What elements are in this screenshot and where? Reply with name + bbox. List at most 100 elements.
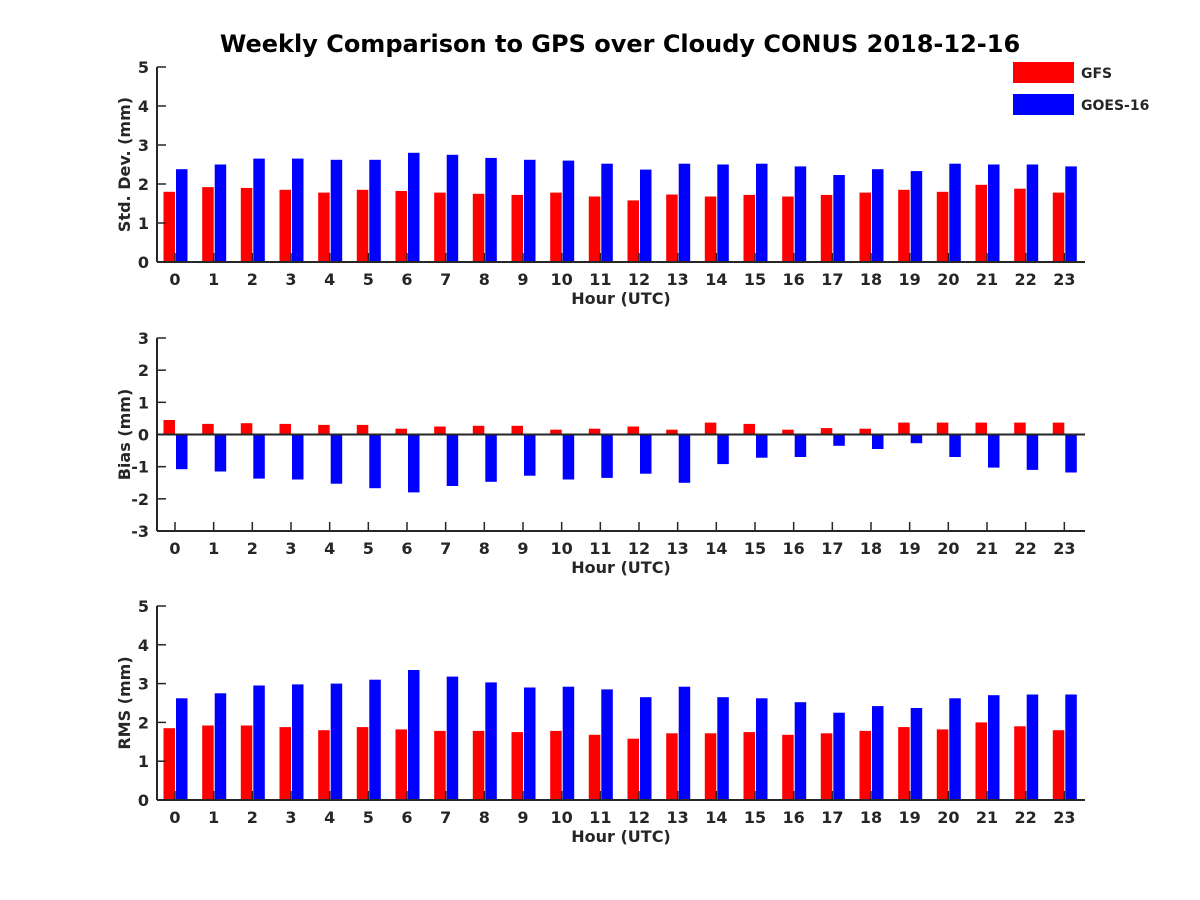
bar-goes-16-hour-5 xyxy=(369,679,381,800)
bar-goes-16-hour-21 xyxy=(988,695,1000,800)
x-tick-label: 2 xyxy=(247,539,258,558)
bar-gfs-hour-19 xyxy=(898,422,910,435)
y-tick-label: -2 xyxy=(131,490,149,509)
bar-gfs-hour-22 xyxy=(1014,726,1026,800)
bar-gfs-hour-13 xyxy=(666,733,678,800)
bar-goes-16-hour-6 xyxy=(408,670,420,800)
bar-goes-16-hour-1 xyxy=(214,693,227,800)
bar-goes-16-hour-19 xyxy=(910,708,923,800)
x-axis-label: Hour (UTC) xyxy=(571,558,671,577)
x-tick-label: 14 xyxy=(705,808,727,827)
x-tick-label: 1 xyxy=(208,270,219,289)
bar-goes-16-hour-11 xyxy=(601,689,613,800)
bar-gfs-hour-21 xyxy=(975,722,987,800)
bar-goes-16-hour-11 xyxy=(601,434,613,478)
bar-gfs-hour-21 xyxy=(975,184,987,262)
bar-goes-16-hour-0 xyxy=(176,698,188,800)
y-axis-label: Std. Dev. (mm) xyxy=(115,97,134,232)
bar-gfs-hour-8 xyxy=(472,425,485,435)
x-tick-label: 18 xyxy=(860,808,882,827)
x-tick-label: 7 xyxy=(440,808,451,827)
bar-gfs-hour-20 xyxy=(936,191,949,262)
bar-gfs-hour-7 xyxy=(434,730,446,800)
bar-goes-16-hour-6 xyxy=(408,152,420,262)
bar-goes-16-hour-22 xyxy=(1026,694,1039,800)
y-tick-label: 5 xyxy=(138,597,149,616)
bar-gfs-hour-17 xyxy=(820,428,833,435)
x-tick-label: 22 xyxy=(1015,539,1037,558)
bar-goes-16-hour-3 xyxy=(292,158,304,262)
bar-goes-16-hour-4 xyxy=(330,434,343,484)
bar-gfs-hour-9 xyxy=(511,425,523,435)
x-tick-label: 19 xyxy=(899,808,921,827)
bar-goes-16-hour-13 xyxy=(678,434,691,483)
bar-goes-16-hour-8 xyxy=(485,434,497,482)
x-tick-label: 0 xyxy=(169,808,180,827)
y-tick-label: 5 xyxy=(138,58,149,77)
bar-goes-16-hour-23 xyxy=(1065,694,1077,800)
bar-goes-16-hour-0 xyxy=(176,169,188,262)
bar-gfs-hour-13 xyxy=(666,429,678,435)
bar-gfs-hour-16 xyxy=(782,429,794,435)
x-tick-label: 18 xyxy=(860,539,882,558)
x-tick-label: 8 xyxy=(479,539,490,558)
x-axis-label: Hour (UTC) xyxy=(571,827,671,846)
x-tick-label: 1 xyxy=(208,808,219,827)
bar-goes-16-hour-21 xyxy=(988,164,1000,262)
bar-gfs-hour-15 xyxy=(743,732,755,800)
bar-gfs-hour-17 xyxy=(820,194,833,262)
x-tick-label: 22 xyxy=(1015,808,1037,827)
x-tick-label: 4 xyxy=(324,808,335,827)
bar-gfs-hour-10 xyxy=(550,730,562,800)
bar-goes-16-hour-10 xyxy=(562,686,575,800)
y-tick-label: 2 xyxy=(138,175,149,194)
y-tick-label: 3 xyxy=(138,329,149,348)
y-axis-label: RMS (mm) xyxy=(115,656,134,749)
bar-gfs-hour-10 xyxy=(550,192,562,262)
bar-goes-16-hour-2 xyxy=(253,434,265,479)
x-axis-label: Hour (UTC) xyxy=(571,289,671,308)
x-tick-label: 10 xyxy=(551,808,573,827)
bar-goes-16-hour-2 xyxy=(253,685,265,800)
bar-gfs-hour-3 xyxy=(279,727,291,800)
bar-goes-16-hour-9 xyxy=(524,687,536,800)
bar-goes-16-hour-7 xyxy=(446,434,459,486)
bar-gfs-hour-2 xyxy=(240,725,253,800)
bar-gfs-hour-19 xyxy=(898,189,910,262)
bar-goes-16-hour-19 xyxy=(910,171,923,262)
x-tick-label: 19 xyxy=(899,270,921,289)
y-tick-label: 1 xyxy=(138,214,149,233)
bar-goes-16-hour-1 xyxy=(214,164,227,262)
bar-goes-16-hour-7 xyxy=(446,154,459,263)
x-tick-label: 6 xyxy=(401,539,412,558)
bar-gfs-hour-4 xyxy=(318,424,330,435)
bar-gfs-hour-6 xyxy=(395,729,407,800)
bar-gfs-hour-14 xyxy=(704,422,717,435)
y-tick-label: -1 xyxy=(131,458,149,477)
x-tick-label: 9 xyxy=(517,539,528,558)
bar-gfs-hour-14 xyxy=(704,733,717,800)
bar-gfs-hour-18 xyxy=(859,192,871,262)
bar-gfs-hour-23 xyxy=(1052,192,1065,262)
x-tick-label: 23 xyxy=(1053,539,1075,558)
bar-goes-16-hour-18 xyxy=(872,434,884,449)
bar-goes-16-hour-7 xyxy=(446,676,459,800)
bar-goes-16-hour-20 xyxy=(949,698,961,800)
bar-gfs-hour-18 xyxy=(859,428,871,435)
bar-gfs-hour-12 xyxy=(627,200,639,262)
bar-gfs-hour-15 xyxy=(743,194,755,262)
bar-gfs-hour-8 xyxy=(472,193,485,263)
x-tick-label: 4 xyxy=(324,270,335,289)
x-tick-label: 3 xyxy=(285,270,296,289)
x-tick-label: 15 xyxy=(744,808,766,827)
bar-gfs-hour-2 xyxy=(240,187,253,262)
bar-goes-16-hour-18 xyxy=(872,706,884,800)
bar-gfs-hour-12 xyxy=(627,426,639,435)
x-tick-label: 3 xyxy=(285,539,296,558)
bar-gfs-hour-10 xyxy=(550,429,562,435)
x-tick-label: 15 xyxy=(744,539,766,558)
legend-label-goes-16: GOES-16 xyxy=(1081,98,1149,114)
bar-gfs-hour-12 xyxy=(627,738,639,800)
x-tick-label: 9 xyxy=(517,270,528,289)
